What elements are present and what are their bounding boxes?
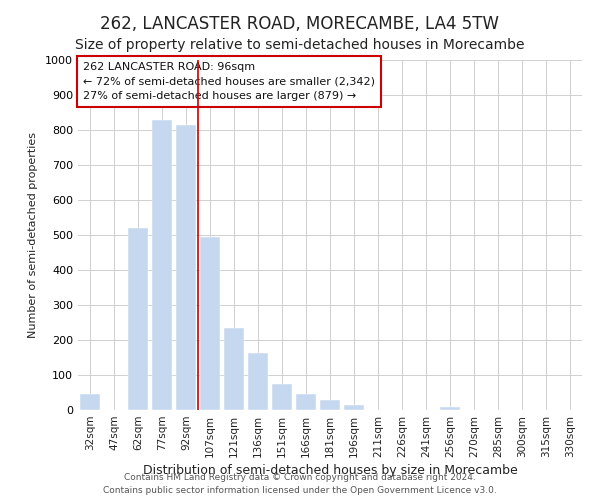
Text: Contains public sector information licensed under the Open Government Licence v3: Contains public sector information licen… [103,486,497,495]
Text: Contains HM Land Registry data © Crown copyright and database right 2024.: Contains HM Land Registry data © Crown c… [124,474,476,482]
Bar [320,400,340,410]
Bar [272,384,292,410]
Bar [296,394,316,410]
Text: 262, LANCASTER ROAD, MORECAMBE, LA4 5TW: 262, LANCASTER ROAD, MORECAMBE, LA4 5TW [101,15,499,33]
Text: Size of property relative to semi-detached houses in Morecambe: Size of property relative to semi-detach… [75,38,525,52]
Bar [200,237,220,410]
Bar [152,120,172,410]
Bar [248,354,268,410]
Bar [80,394,100,410]
Bar [128,228,148,410]
Bar [440,407,460,410]
Y-axis label: Number of semi-detached properties: Number of semi-detached properties [28,132,38,338]
Bar [224,328,244,410]
Text: 262 LANCASTER ROAD: 96sqm
← 72% of semi-detached houses are smaller (2,342)
27% : 262 LANCASTER ROAD: 96sqm ← 72% of semi-… [83,62,375,102]
X-axis label: Distribution of semi-detached houses by size in Morecambe: Distribution of semi-detached houses by … [143,464,517,477]
Bar [176,124,196,410]
Bar [344,405,364,410]
